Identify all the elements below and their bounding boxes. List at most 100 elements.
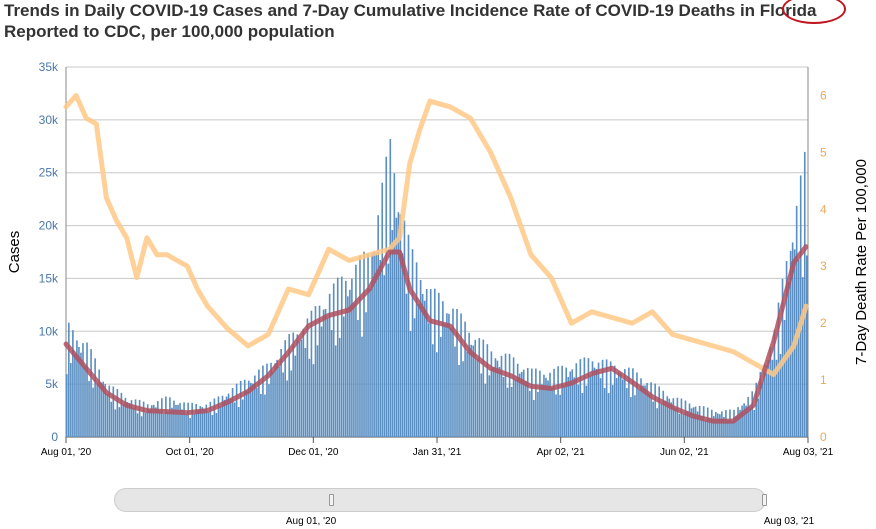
case-bar: [765, 365, 768, 437]
case-bar: [175, 404, 177, 437]
case-bar: [373, 251, 375, 437]
case-bar: [731, 420, 733, 437]
case-bar: [256, 388, 258, 437]
case-bar: [694, 406, 697, 437]
case-bar: [714, 411, 717, 437]
case-bar: [282, 372, 284, 437]
case-bar: [524, 381, 527, 437]
case-bar: [480, 373, 483, 437]
case-bar: [292, 332, 295, 437]
case-bar: [680, 398, 683, 437]
x-tick-label: Oct 01, '20: [166, 447, 214, 458]
case-bar: [308, 358, 311, 437]
case-bar: [785, 261, 788, 437]
case-bar: [427, 323, 430, 437]
case-bar: [583, 357, 586, 437]
case-bar: [611, 385, 614, 437]
case-bar: [294, 355, 297, 437]
case-bar: [118, 407, 121, 437]
case-bar: [229, 398, 232, 437]
case-bar: [535, 368, 537, 437]
case-bar: [466, 351, 468, 437]
case-bar: [688, 403, 691, 437]
case-bar: [197, 410, 200, 437]
case-bar: [433, 288, 436, 437]
case-bar: [543, 374, 545, 437]
case-bar: [280, 348, 282, 437]
case-bar: [231, 388, 234, 437]
case-bar: [464, 321, 466, 437]
case-bar: [431, 344, 434, 437]
case-bar: [686, 410, 689, 437]
case-bar: [367, 253, 369, 437]
case-bar: [310, 310, 313, 437]
case-bar: [640, 378, 642, 437]
case-bar: [579, 359, 582, 437]
case-bar: [448, 313, 450, 437]
navigator-start-label: Aug 01, '20: [285, 516, 337, 527]
case-bar: [773, 329, 776, 437]
y2-tick-label: 3: [820, 259, 827, 273]
case-bar: [80, 352, 82, 437]
case-bar: [345, 280, 347, 437]
range-navigator[interactable]: [114, 488, 766, 512]
case-bar: [100, 382, 102, 437]
case-bar: [425, 288, 428, 437]
case-bar: [682, 414, 685, 437]
case-bar: [528, 391, 531, 437]
case-bar: [247, 380, 250, 437]
case-bar: [300, 339, 303, 437]
case-bar: [516, 363, 519, 437]
case-bar: [233, 402, 236, 437]
case-bar: [405, 293, 408, 437]
case-bar: [191, 402, 193, 437]
case-bar: [146, 404, 149, 437]
y2-tick-label: 2: [820, 316, 827, 330]
case-bar: [415, 262, 418, 437]
case-bar: [472, 345, 475, 437]
navigator-left-handle[interactable]: [329, 494, 334, 506]
case-bar: [795, 205, 798, 437]
case-bar: [591, 361, 594, 437]
case-bar: [148, 409, 151, 437]
case-bar: [518, 373, 521, 437]
case-bar: [84, 366, 86, 437]
case-bar: [421, 294, 424, 437]
case-bar: [419, 279, 422, 437]
case-bar: [599, 378, 602, 437]
case-bar: [446, 313, 448, 437]
case-bar: [628, 367, 630, 437]
case-bar: [205, 404, 208, 437]
case-bar: [753, 409, 756, 437]
navigator-right-handle[interactable]: [762, 494, 767, 506]
case-bar: [86, 342, 88, 437]
case-bar: [203, 409, 206, 437]
case-bar: [727, 420, 729, 437]
case-bar: [298, 341, 301, 437]
case-bar: [603, 388, 606, 437]
case-bar: [104, 384, 107, 437]
case-bar: [573, 377, 576, 437]
case-bar: [435, 352, 438, 437]
case-bar: [195, 403, 198, 437]
x-tick-label: Jan 31, '21: [413, 447, 462, 458]
case-bar: [209, 401, 212, 437]
case-bar: [154, 407, 157, 437]
case-bar: [797, 259, 800, 437]
case-bar: [411, 249, 414, 437]
case-bar: [276, 359, 278, 437]
case-bar: [549, 372, 551, 437]
case-bar: [144, 412, 147, 437]
case-bar: [545, 377, 547, 437]
case-bar: [567, 376, 570, 437]
case-bar: [438, 292, 440, 437]
case-bar: [739, 409, 741, 437]
case-bar: [783, 319, 786, 437]
highlight-ring: [782, 0, 846, 24]
case-bar: [124, 397, 127, 437]
case-bar: [423, 300, 426, 437]
case-bar: [541, 384, 543, 437]
case-bar: [340, 276, 343, 437]
case-bar: [609, 361, 612, 437]
case-bar: [268, 384, 270, 437]
